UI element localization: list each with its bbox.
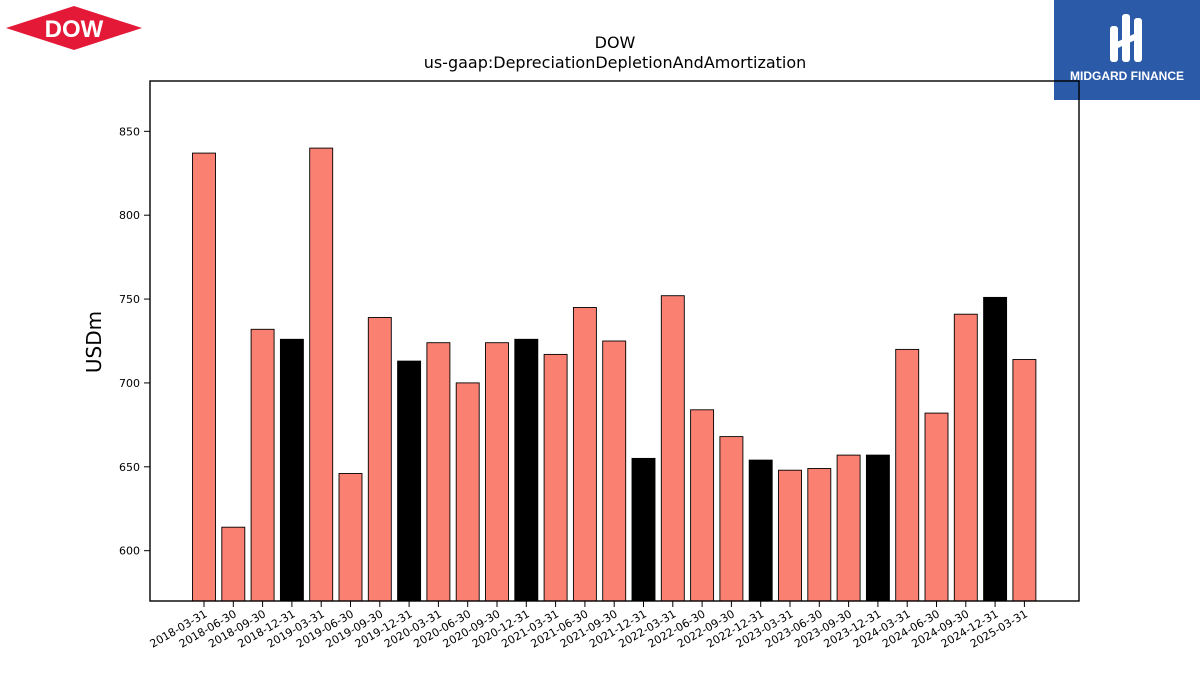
bar-2021-06-30 — [572, 307, 597, 602]
bar-2018-03-31 — [192, 152, 216, 602]
y-tick-label: 750 — [119, 293, 140, 306]
bar-2023-09-30 — [836, 454, 861, 602]
bar-2021-12-31 — [631, 457, 656, 602]
bar-2022-06-30 — [690, 409, 715, 602]
chart-title: DOW — [595, 33, 636, 52]
bars-group — [192, 147, 1037, 602]
y-tick-label: 600 — [119, 545, 140, 558]
bar-2021-03-31 — [543, 353, 568, 602]
bar-2024-09-30 — [953, 313, 978, 602]
bar-2024-12-31 — [983, 296, 1008, 602]
y-tick-label: 850 — [119, 125, 140, 138]
bar-2023-06-30 — [807, 468, 832, 602]
bar-2019-03-31 — [309, 147, 334, 602]
chart-subtitle: us-gaap:DepreciationDepletionAndAmortiza… — [424, 53, 807, 72]
bar-2023-03-31 — [778, 469, 802, 602]
bar-2022-03-31 — [660, 295, 685, 602]
dow-logo: DOW — [4, 4, 144, 52]
bar-2021-09-30 — [602, 340, 627, 602]
dow-diamond-shape — [6, 6, 142, 50]
bar-2019-09-30 — [367, 317, 392, 602]
bar-2020-12-31 — [514, 338, 539, 602]
dow-logo-text: DOW — [45, 16, 104, 43]
bar-2019-06-30 — [338, 473, 363, 602]
midgard-mark-icon — [1110, 14, 1142, 62]
midgard-logo-text: MIDGARD FINANCE — [1070, 69, 1184, 83]
x-ticks-group: 2018-03-312018-06-302018-09-302018-12-31… — [148, 601, 1030, 651]
plot-frame — [149, 80, 1080, 602]
bar-2020-09-30 — [485, 342, 509, 602]
y-tick-label: 700 — [119, 377, 140, 390]
y-tick-label: 800 — [119, 209, 140, 222]
bar-2019-12-31 — [397, 360, 422, 602]
bar-2018-12-31 — [279, 338, 304, 602]
bar-2022-12-31 — [748, 459, 773, 602]
bar-2018-09-30 — [250, 328, 275, 602]
bar-2025-03-31 — [1012, 359, 1037, 602]
bar-2022-09-30 — [719, 436, 744, 602]
bar-2023-12-31 — [865, 454, 890, 602]
y-tick-label: 650 — [119, 461, 140, 474]
y-axis-label: USDm — [82, 311, 106, 373]
bar-2024-06-30 — [924, 412, 949, 602]
bar-2024-03-31 — [895, 348, 920, 602]
bar-2020-06-30 — [455, 382, 480, 602]
bar-2018-06-30 — [221, 526, 246, 602]
y-ticks-group: 600 650 700 750 800 850 — [119, 125, 150, 558]
bar-2020-03-31 — [426, 342, 451, 602]
